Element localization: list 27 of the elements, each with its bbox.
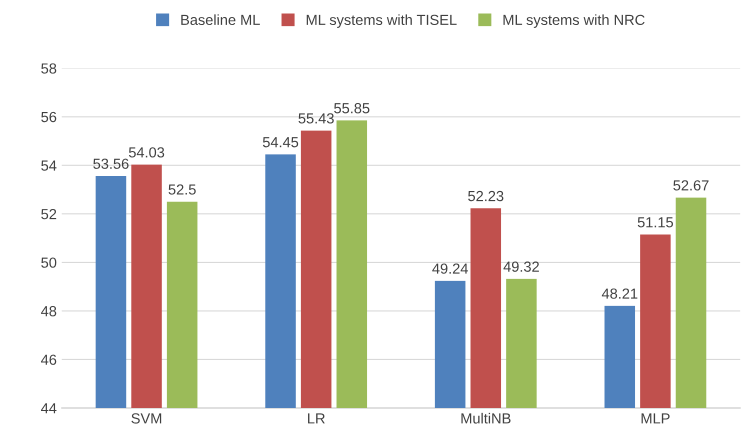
y-tick-label: 54 <box>41 160 56 171</box>
x-tick-label: MultiNB <box>461 412 511 424</box>
data-label: 53.56 <box>93 158 129 169</box>
y-tick-label: 50 <box>41 257 56 268</box>
data-label: 54.45 <box>262 137 298 148</box>
data-label: 52.5 <box>168 184 196 195</box>
data-label: 54.03 <box>128 147 164 158</box>
legend-label: ML systems with NRC <box>504 14 645 28</box>
legend-label: ML systems with TISEL <box>306 14 457 28</box>
y-tick-label: 44 <box>41 403 56 414</box>
x-tick-label: MLP <box>642 413 670 424</box>
y-tick-label: 56 <box>41 112 56 122</box>
data-label: 48.21 <box>602 288 638 299</box>
data-label: 49.24 <box>432 263 468 274</box>
data-label: 52.67 <box>673 180 709 191</box>
x-tick-label: LR <box>308 413 325 424</box>
data-label: 51.15 <box>638 217 674 228</box>
legend-label: Baseline ML <box>181 14 260 26</box>
y-tick-label: 58 <box>41 63 56 74</box>
y-tick-label: 52 <box>41 208 56 220</box>
y-tick-label: 48 <box>41 306 56 316</box>
y-tick-label: 46 <box>41 354 56 365</box>
data-label: 55.43 <box>298 113 334 124</box>
x-tick-label: SVM <box>131 413 162 424</box>
data-label: 52.23 <box>468 190 504 202</box>
data-label: 55.85 <box>334 103 370 114</box>
data-label: 49.32 <box>503 262 539 272</box>
